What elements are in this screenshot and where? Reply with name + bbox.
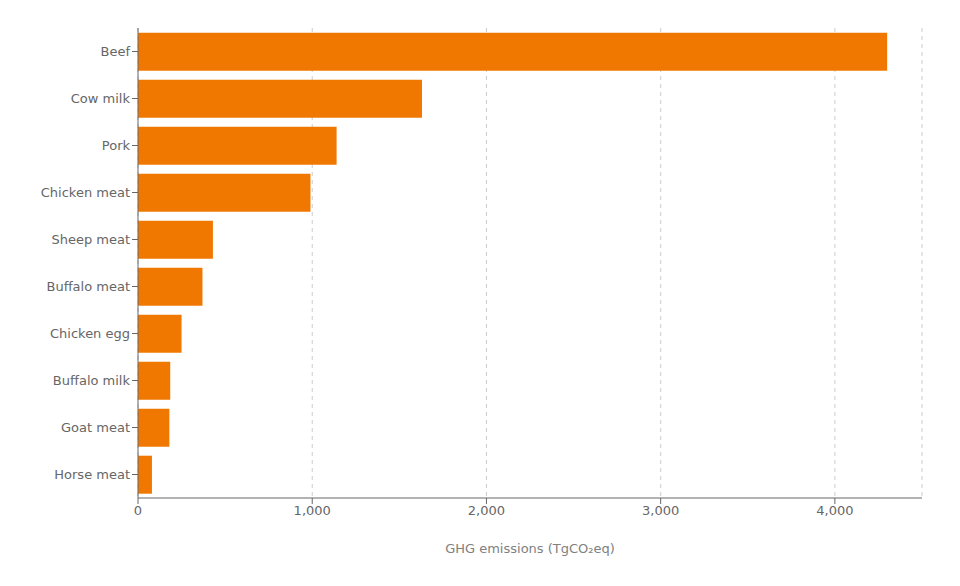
svg-text:Horse meat: Horse meat (54, 467, 130, 482)
svg-text:GHG emissions (TgCO₂eq): GHG emissions (TgCO₂eq) (445, 541, 615, 556)
svg-text:Buffalo meat: Buffalo meat (46, 279, 130, 294)
svg-text:Beef: Beef (101, 44, 131, 59)
svg-text:0: 0 (134, 503, 142, 518)
svg-text:1,000: 1,000 (294, 503, 331, 518)
svg-text:Chicken egg: Chicken egg (50, 326, 130, 341)
svg-text:3,000: 3,000 (642, 503, 679, 518)
svg-text:Chicken meat: Chicken meat (41, 185, 130, 200)
svg-text:Goat meat: Goat meat (61, 420, 130, 435)
svg-text:Pork: Pork (102, 138, 131, 153)
svg-text:2,000: 2,000 (468, 503, 505, 518)
svg-text:Buffalo milk: Buffalo milk (53, 373, 131, 388)
svg-text:Sheep meat: Sheep meat (51, 232, 130, 247)
svg-text:4,000: 4,000 (816, 503, 853, 518)
svg-text:Cow milk: Cow milk (71, 91, 131, 106)
